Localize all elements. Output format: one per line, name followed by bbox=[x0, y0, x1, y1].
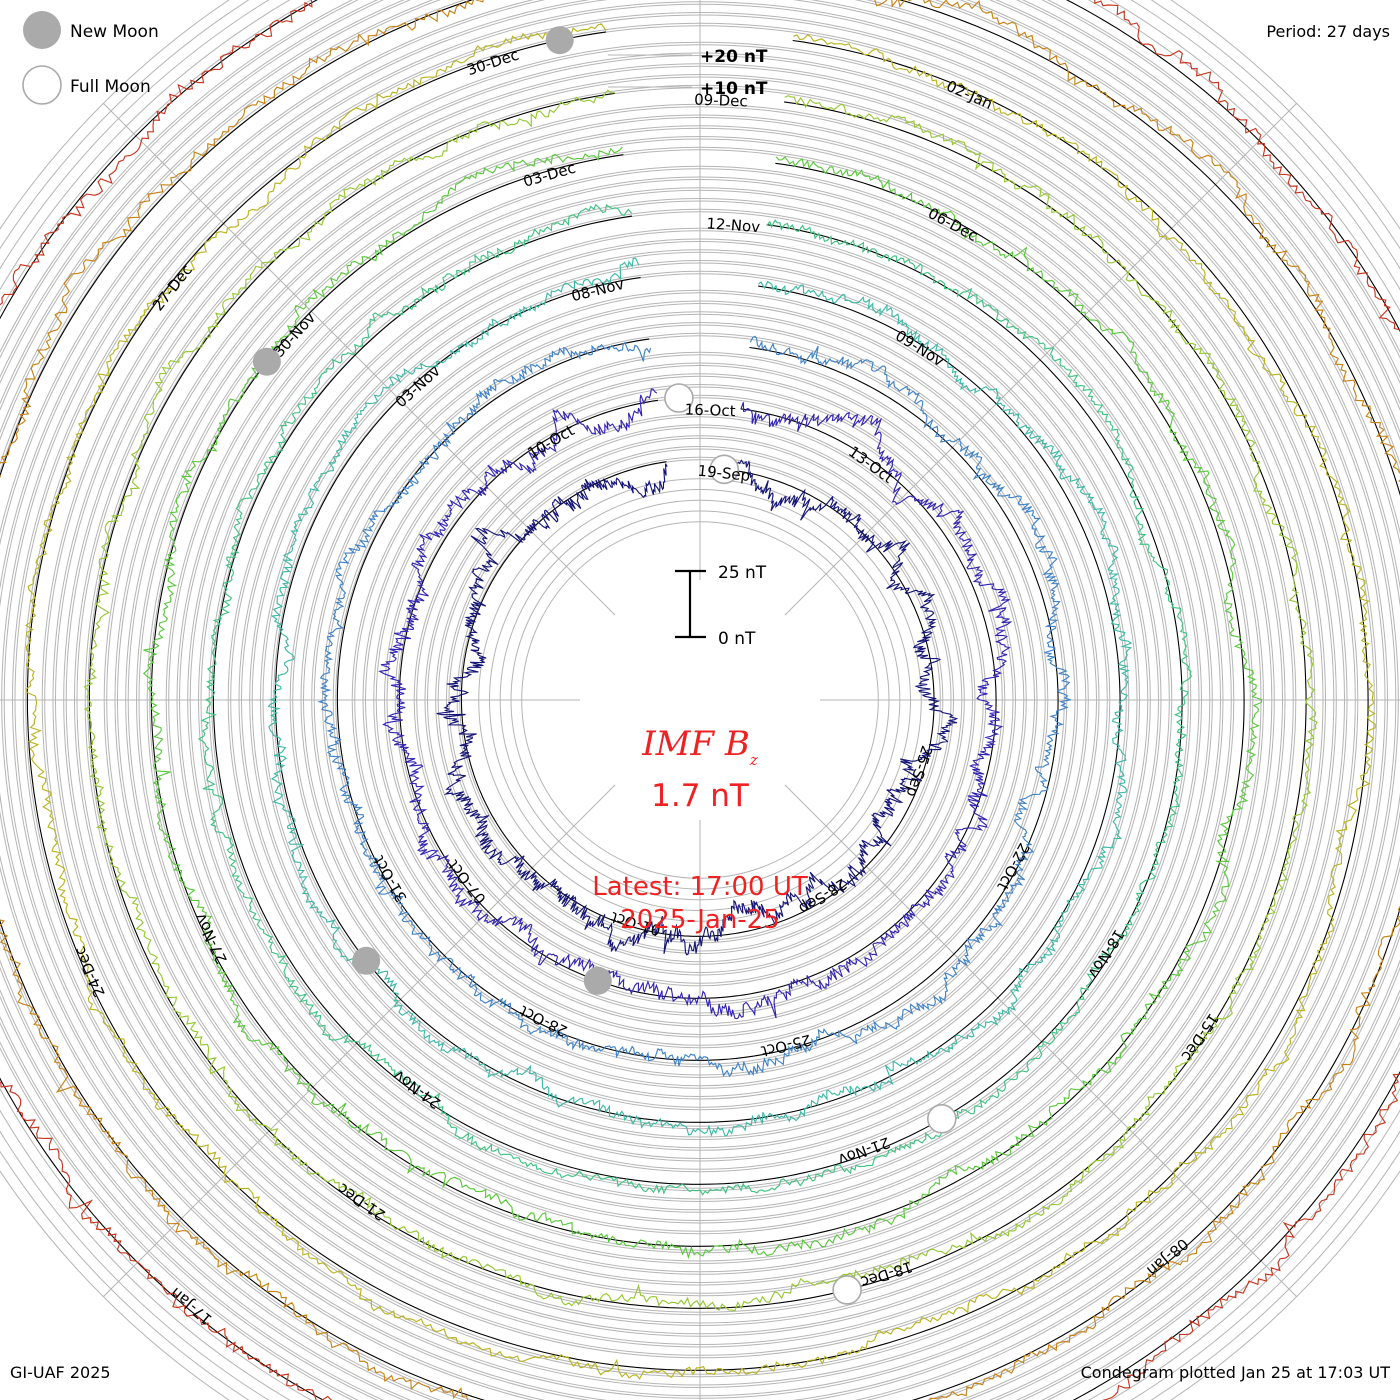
track-baseline bbox=[150, 154, 1245, 1247]
center-title-main: IMF B bbox=[641, 724, 750, 764]
full-moon-marker-icon bbox=[664, 383, 694, 413]
scale-bar-group: 25 nT 0 nT bbox=[675, 563, 767, 649]
track-date-label: 09-Nov bbox=[892, 327, 947, 371]
new-moon-marker-icon bbox=[252, 347, 281, 376]
track-trace bbox=[197, 203, 1192, 1196]
track-trace bbox=[267, 257, 1133, 1138]
track-date-label: 15-Dec bbox=[1177, 1010, 1222, 1064]
track-date-label: 21-Dec bbox=[334, 1179, 388, 1224]
axis-label-plus20: +20 nT bbox=[700, 47, 768, 67]
track-date-label: 12-Nov bbox=[706, 214, 761, 236]
moon-legend: New Moon Full Moon bbox=[22, 11, 159, 105]
track-date-label: 24-Dec bbox=[71, 944, 109, 1000]
new-moon-marker-icon bbox=[545, 26, 574, 55]
copyright-label: GI-UAF 2025 bbox=[10, 1363, 111, 1382]
track-baseline bbox=[274, 276, 1121, 1123]
full-moon-marker-icon bbox=[709, 454, 740, 485]
track-date-label: 13-Oct bbox=[845, 443, 897, 488]
track-date-label: 03-Dec bbox=[521, 159, 577, 191]
track-baseline bbox=[336, 338, 1059, 1061]
legend-label-full-moon: Full Moon bbox=[70, 77, 151, 97]
plotted-note: Condegram plotted Jan 25 at 17:03 UT bbox=[1081, 1363, 1391, 1382]
legend-label-new-moon: New Moon bbox=[70, 22, 159, 42]
track-trace bbox=[378, 388, 1013, 1020]
new-moon-marker-icon bbox=[583, 966, 612, 995]
new-moon-marker-icon bbox=[352, 946, 381, 975]
track-date-label: 19-Sep bbox=[697, 462, 751, 485]
axis-label-plus10: +10 nT bbox=[700, 79, 768, 99]
grid-spoke bbox=[784, 103, 1297, 616]
center-value: 1.7 nT bbox=[651, 778, 750, 814]
track-date-label: 24-Nov bbox=[390, 1066, 444, 1112]
scale-label-bottom: 0 nT bbox=[718, 629, 756, 649]
track-date-label: 09-Dec bbox=[694, 91, 748, 111]
grid-spoke bbox=[784, 784, 1297, 1297]
grid-spoke bbox=[103, 784, 616, 1297]
track-trace bbox=[143, 146, 1263, 1260]
full-moon-marker-icon bbox=[926, 1104, 957, 1134]
center-latest-time: Latest: 17:00 UT bbox=[592, 872, 808, 902]
track-date-label: 06-Dec bbox=[925, 204, 981, 245]
track-trace bbox=[83, 89, 1318, 1312]
new-moon-icon bbox=[23, 11, 61, 49]
top-axis-callouts: +20 nT +10 nT bbox=[608, 47, 768, 99]
center-title: IMF Bz bbox=[641, 724, 758, 769]
track-baseline bbox=[26, 31, 1369, 1371]
center-title-subscript: z bbox=[749, 751, 758, 769]
scale-label-top: 25 nT bbox=[718, 563, 767, 583]
track-trace bbox=[436, 459, 959, 956]
moon-marker-layer bbox=[252, 26, 957, 1305]
track-baseline bbox=[460, 461, 935, 937]
track-trace bbox=[317, 335, 1071, 1078]
center-annotation: IMF Bz 1.7 nT Latest: 17:00 UT 2025-Jan-… bbox=[592, 724, 808, 935]
track-date-label: 16-Oct bbox=[684, 400, 736, 420]
track-date-label: 25-Oct bbox=[759, 1031, 813, 1061]
track-baseline bbox=[212, 215, 1183, 1185]
period-label: Period: 27 days bbox=[1266, 22, 1390, 41]
track-date-label: 21-Nov bbox=[836, 1133, 893, 1168]
track-trace bbox=[24, 23, 1376, 1380]
full-moon-marker-icon bbox=[832, 1275, 862, 1305]
center-latest-date: 2025-Jan-25 bbox=[620, 905, 780, 935]
full-moon-icon bbox=[22, 65, 62, 105]
